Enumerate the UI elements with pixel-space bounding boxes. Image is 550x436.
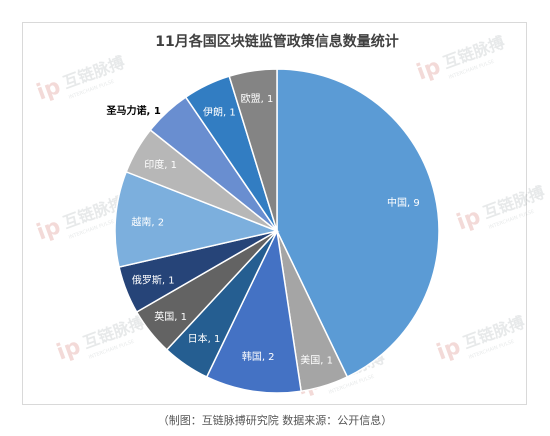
svg-text:ip: ip [34,214,64,245]
pie-slice-7 [114,170,280,268]
pie-slice-3 [205,228,302,394]
slice-label-3: 韩国, 2 [242,350,275,363]
slice-label-8: 印度, 1 [144,158,177,171]
svg-text:ip: ip [434,334,464,365]
svg-text:互链脉搏: 互链脉搏 [60,53,127,93]
chart-title: 11月各国区块链监管政策信息数量统计 [155,33,398,50]
slice-label-1: 中国, 9 [387,196,420,209]
svg-text:互链脉搏: 互链脉搏 [440,33,507,73]
slice-label-11: 欧盟, 1 [241,93,274,105]
svg-text:INTERCHAIN PULSE: INTERCHAIN PULSE [488,209,535,231]
source-caption: （制图：互链脉搏研究院 数据来源：公开信息） [157,414,393,427]
svg-text:ip: ip [414,54,444,85]
svg-text:互链脉搏: 互链脉搏 [460,313,527,353]
pie-slices [114,68,440,394]
slice-label-6: 俄罗斯, 1 [132,274,175,287]
slice-label-5: 英国, 1 [154,310,187,323]
svg-text:ip: ip [54,334,84,365]
slice-label-2: 美国, 1 [300,354,333,367]
svg-text:INTERCHAIN PULSE: INTERCHAIN PULSE [448,59,495,81]
svg-text:互链脉搏: 互链脉搏 [480,183,547,223]
slice-label-10: 伊朗, 1 [203,106,236,118]
pie-slice-1 [276,68,440,378]
svg-text:INTERCHAIN PULSE: INTERCHAIN PULSE [468,339,515,361]
svg-text:INTERCHAIN PULSE: INTERCHAIN PULSE [88,339,135,361]
svg-text:INTERCHAIN PULSE: INTERCHAIN PULSE [68,79,115,101]
svg-text:ip: ip [34,74,64,105]
slice-label-9: 圣马力诺, 1 [107,104,161,117]
svg-text:ip: ip [454,204,484,235]
pie-slice-11 [228,68,278,232]
slice-label-4: 日本, 1 [188,332,221,345]
slice-labels: 中国, 9 美国, 1 韩国, 2 日本, 1英国, 1 俄罗斯, 1 越南, 2 印度, … [107,93,420,367]
svg-text:INTERCHAIN PULSE: INTERCHAIN PULSE [68,219,115,241]
svg-text:互链脉搏: 互链脉搏 [80,313,147,353]
slice-label-7: 越南, 2 [131,215,164,228]
